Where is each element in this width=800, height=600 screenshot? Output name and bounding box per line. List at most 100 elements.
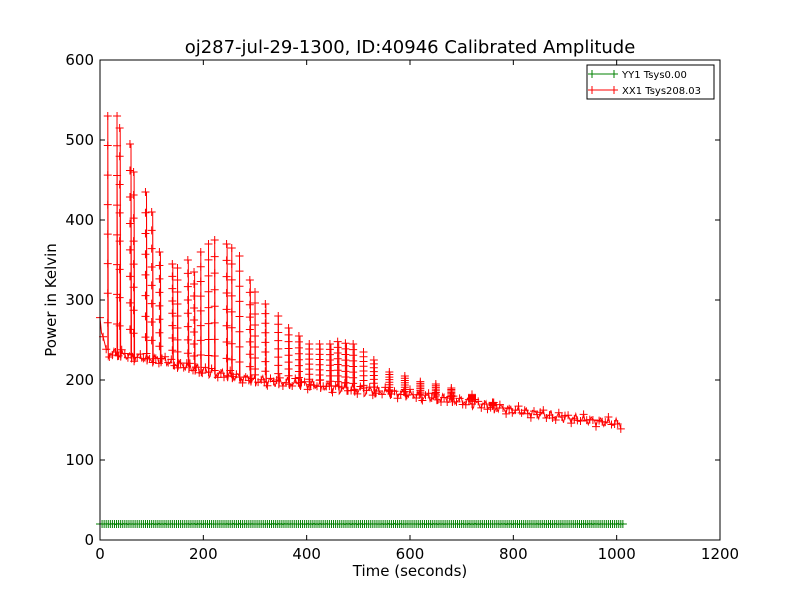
data-point	[216, 369, 225, 378]
data-point	[592, 422, 600, 431]
spike-point	[115, 208, 124, 217]
spike-point	[284, 324, 293, 332]
data-point	[120, 349, 129, 358]
spike-point	[141, 312, 150, 321]
spike-point	[274, 320, 283, 329]
spike-point	[284, 344, 293, 353]
data-point	[288, 381, 297, 390]
spike-point	[190, 268, 199, 276]
x-tick-label: 600	[396, 545, 425, 563]
spike-point	[183, 256, 192, 264]
spike-point	[245, 300, 254, 309]
y-tick-label: 200	[65, 371, 94, 389]
spike-point	[103, 318, 112, 327]
spike-point	[261, 357, 270, 366]
spike-point	[155, 274, 164, 283]
spike-point	[274, 336, 283, 345]
spike-point	[274, 328, 283, 337]
spike-point	[222, 256, 231, 265]
spike-point	[235, 342, 244, 351]
spike-point	[190, 280, 199, 289]
spike-point	[235, 297, 244, 306]
spike-point	[129, 214, 138, 223]
spike-point	[155, 342, 164, 351]
data-point	[502, 409, 511, 418]
legend-box	[586, 64, 715, 100]
plot-area	[96, 59, 721, 541]
spike-point	[274, 312, 283, 320]
spike-point	[261, 300, 270, 308]
spike-point	[190, 328, 199, 337]
spike-point	[235, 327, 244, 336]
spike-point	[222, 354, 231, 363]
spike-point	[196, 262, 205, 271]
data-point	[554, 408, 563, 417]
spike-point	[168, 321, 177, 330]
spike-point	[274, 361, 283, 370]
spike-point	[173, 264, 182, 272]
data-point	[161, 352, 170, 361]
spike-point	[210, 318, 219, 327]
spike-point	[251, 299, 259, 307]
spike-point	[245, 276, 254, 284]
spike-point	[284, 358, 293, 367]
data-point	[148, 358, 157, 367]
data-point	[353, 389, 362, 398]
spike-point	[183, 282, 192, 291]
spike-point	[183, 349, 192, 358]
spike-point	[305, 340, 314, 348]
legend-marker	[610, 70, 618, 78]
spike-point	[204, 303, 213, 312]
x-tick-label: 800	[499, 545, 528, 563]
spike-point	[141, 270, 150, 279]
data-point	[443, 398, 452, 407]
spike-point	[416, 377, 425, 386]
y-tick-label: 100	[65, 451, 94, 469]
spike-point	[113, 141, 122, 150]
data-point	[179, 363, 188, 372]
spike-point	[274, 369, 283, 378]
legend-label: XX1 Tsys208.03	[622, 86, 701, 97]
spike-point	[333, 337, 342, 346]
spike-point	[210, 285, 219, 294]
spike-point	[113, 260, 122, 269]
data-point	[275, 373, 284, 382]
data-point	[539, 406, 548, 415]
spike-point	[129, 260, 138, 269]
y-tick-label: 300	[65, 291, 94, 309]
spike-point	[251, 354, 259, 362]
spike-point	[173, 287, 182, 296]
spike-point	[173, 335, 182, 344]
spike-point	[261, 309, 270, 318]
spike-point	[173, 323, 182, 332]
spike-point	[155, 328, 164, 337]
spike-point	[261, 338, 270, 347]
legend-marker	[588, 70, 596, 78]
spike-point	[294, 332, 303, 340]
x-tick-label: 1000	[598, 545, 636, 563]
spike-point	[227, 339, 236, 348]
spike-point	[204, 255, 213, 264]
spike-point	[245, 325, 254, 334]
spike-point	[190, 316, 199, 325]
data-point	[576, 417, 585, 426]
spike-point	[129, 283, 138, 292]
plot-background	[100, 60, 720, 540]
spike-point	[284, 364, 293, 373]
spike-point	[261, 348, 270, 356]
spike-point	[210, 335, 219, 344]
spike-point	[222, 240, 231, 248]
y-tick-label: 0	[84, 531, 94, 549]
spike-point	[251, 332, 259, 340]
spike-point	[274, 344, 283, 353]
data-point	[198, 369, 207, 378]
data-point	[427, 393, 436, 402]
legend-marker	[610, 86, 618, 94]
spike-point	[141, 208, 150, 217]
spike-point	[315, 340, 324, 348]
spike-point	[115, 237, 124, 246]
spike-point	[103, 230, 112, 239]
spike-point	[235, 267, 244, 276]
spike-point	[196, 351, 205, 360]
